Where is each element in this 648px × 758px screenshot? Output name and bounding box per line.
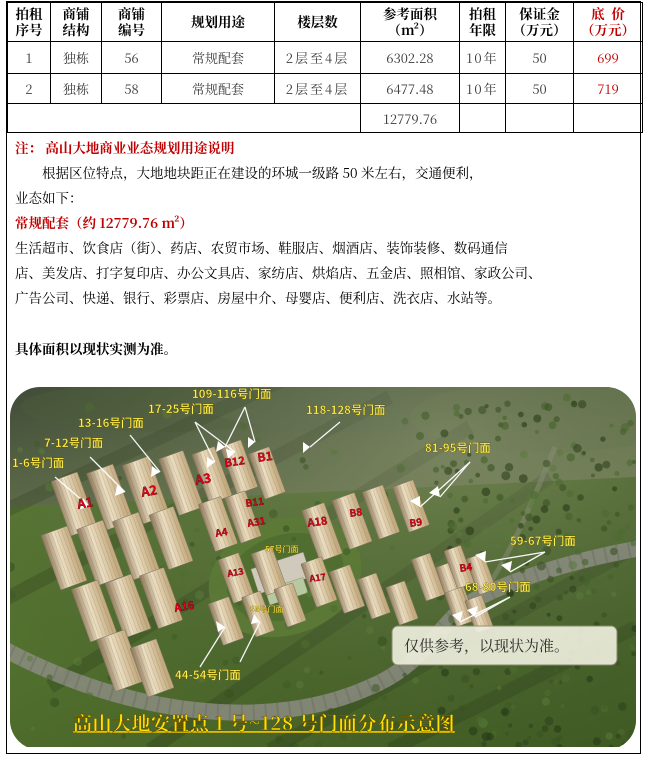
svg-text:A4: A4	[213, 523, 229, 540]
svg-text:13-16号门面: 13-16号门面	[78, 415, 144, 431]
svg-text:A2: A2	[138, 479, 158, 501]
svg-text:高山大地安置点 1 号~128 号门面分布示意图: 高山大地安置点 1 号~128 号门面分布示意图	[73, 709, 455, 736]
svg-text:B8: B8	[348, 503, 363, 520]
svg-text:B4: B4	[458, 558, 473, 575]
svg-text:57号门面: 57号门面	[265, 544, 298, 555]
svg-text:A18: A18	[305, 512, 328, 531]
svg-text:44-54号门面: 44-54号门面	[175, 667, 241, 683]
svg-text:B1: B1	[256, 447, 273, 466]
svg-text:7-12号门面: 7-12号门面	[44, 435, 103, 451]
svg-text:B9: B9	[408, 513, 423, 530]
svg-text:68-80号门面: 68-80号门面	[465, 579, 531, 595]
svg-text:56号门面: 56号门面	[250, 604, 283, 615]
svg-text:17-25号门面: 17-25号门面	[148, 401, 214, 417]
svg-text:109-116号门面: 109-116号门面	[192, 387, 271, 402]
svg-text:A3: A3	[192, 467, 212, 489]
svg-text:A1: A1	[74, 491, 94, 513]
svg-text:81-95号门面: 81-95号门面	[425, 440, 491, 456]
svg-text:B11: B11	[244, 492, 265, 509]
svg-text:仅供参考，以现状为准。: 仅供参考，以现状为准。	[404, 635, 569, 656]
svg-text:B12: B12	[223, 452, 246, 471]
svg-text:59-67号门面: 59-67号门面	[510, 533, 576, 549]
svg-text:A17: A17	[308, 570, 327, 585]
svg-text:1-6号门面: 1-6号门面	[12, 455, 64, 471]
svg-text:118-128号门面: 118-128号门面	[306, 402, 385, 418]
